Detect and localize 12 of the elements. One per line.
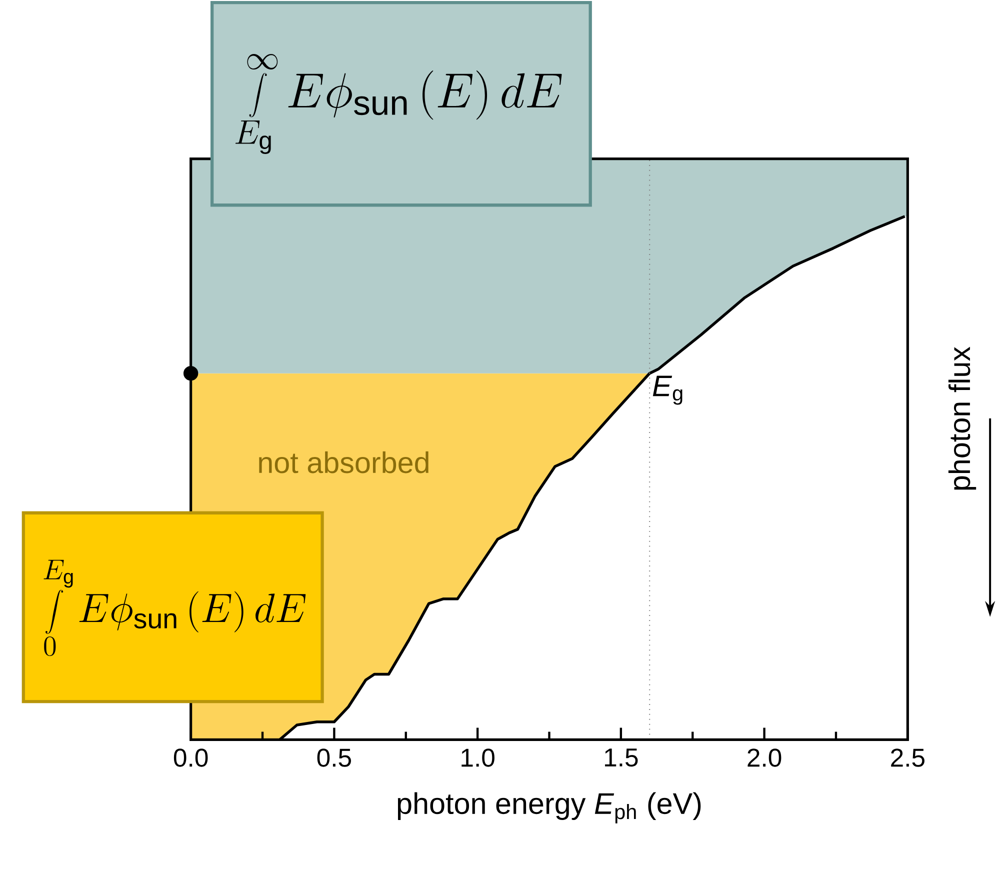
x-tick-label: 1.0 — [462, 748, 494, 767]
x-tick-label: 1.5 — [605, 748, 638, 767]
x-tick-label: 0.0 — [174, 748, 208, 767]
text: $\int\limits_{E_\mathrm{g}}^{\infty} E\phi_\mathrm{sun}\left(E\right)dE$ — [235, 54, 562, 154]
y-axis-title: photon flux — [948, 346, 976, 490]
x-tick-label: 0.5 — [317, 748, 351, 767]
x-tick-label: 2.0 — [748, 748, 782, 767]
ref-line-label: E$_{g}$ — [652, 376, 682, 405]
x-axis-title: photon energy E$_{ph}$ (eV) — [398, 792, 701, 824]
annotation: $\int\limits_{0}^{E_\mathrm{g}} E\phi_\mathrm{sun}\left(E\right)dE$ — [44, 560, 306, 656]
x-tick-label: 2.5 — [891, 748, 924, 767]
annotation: not absorbed — [259, 452, 428, 474]
